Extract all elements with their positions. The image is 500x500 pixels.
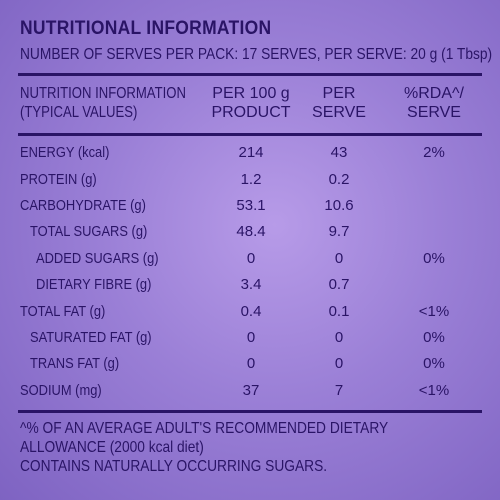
header-per-serve-line2: SERVE [312,104,366,121]
nutrient-name: ENERGY (kcal) [20,144,110,161]
per-serve-value: 43 [330,144,348,161]
divider [18,410,482,413]
per-100g-value: 53.1 [236,197,266,214]
nutrition-label: NUTRITIONAL INFORMATION NUMBER OF SERVES… [14,10,492,494]
nutrient-name: TRANS FAT (g) [30,355,120,372]
per-serve-value: 0 [334,329,344,346]
table-row: DIETARY FIBRE (g) 3.4 0.7 [14,276,488,300]
per-100g-value: 0.4 [240,303,262,320]
nutrient-name: SATURATED FAT (g) [30,329,152,346]
header-nutrient-line2: (TYPICAL VALUES) [20,104,138,121]
table-row: TOTAL FAT (g) 0.4 0.1 <1% [14,303,488,327]
per-100g-value: 1.2 [240,171,262,188]
header-rda: %RDA^/ SERVE [394,84,474,122]
header-per-100g-line2: PRODUCT [211,104,291,121]
per-100g-value: 214 [238,144,264,161]
rda-value: <1% [418,382,450,399]
rda-value: 0% [423,329,445,346]
per-serve-value: 0.2 [328,171,350,188]
nutrient-name: TOTAL FAT (g) [20,303,106,320]
header-nutrient: NUTRITION INFORMATION (TYPICAL VALUES) [20,84,186,122]
per-serve-value: 0 [334,355,344,372]
per-serve-value: 10.6 [324,197,354,214]
serves-per-pack: NUMBER OF SERVES PER PACK: 17 SERVES, PE… [20,46,493,63]
divider [18,73,482,76]
per-100g-value: 0 [246,355,256,372]
header-per-100g-line1: PER 100 g [212,85,290,102]
nutrient-name: DIETARY FIBRE (g) [36,276,152,293]
nutrient-name: CARBOHYDRATE (g) [20,197,146,214]
nutrient-name: SODIUM (mg) [20,382,102,399]
per-serve-value: 9.7 [328,223,350,240]
label-title: NUTRITIONAL INFORMATION [20,18,272,39]
header-per-serve: PER SERVE [304,84,374,122]
table-row: SATURATED FAT (g) 0 0 0% [14,329,488,353]
nutrient-name: ADDED SUGARS (g) [36,250,159,267]
table-row: SODIUM (mg) 37 7 <1% [14,382,488,406]
per-serve-value: 0.7 [328,276,350,293]
per-100g-value: 0 [246,250,256,267]
rda-value: 0% [423,355,445,372]
per-100g-value: 3.4 [240,276,262,293]
header-per-100g: PER 100 g PRODUCT [207,84,295,122]
per-100g-value: 37 [242,382,260,399]
table-row: TOTAL SUGARS (g) 48.4 9.7 [14,223,488,247]
per-serve-value: 0 [334,250,344,267]
table-row: ENERGY (kcal) 214 43 2% [14,144,488,168]
footnote-rda: ^% OF AN AVERAGE ADULT'S RECOMMENDED DIE… [20,420,389,437]
per-100g-value: 48.4 [236,223,266,240]
table-row: ADDED SUGARS (g) 0 0 0% [14,250,488,274]
header-nutrient-line1: NUTRITION INFORMATION [20,85,186,102]
header-rda-line1: %RDA^/ [404,85,464,102]
footnote-sugars: CONTAINS NATURALLY OCCURRING SUGARS. [20,458,328,475]
per-serve-value: 7 [334,382,344,399]
divider [18,133,482,136]
per-serve-value: 0.1 [328,303,350,320]
header-rda-line2: SERVE [407,104,461,121]
rda-value: <1% [418,303,450,320]
header-per-serve-line1: PER [322,85,356,102]
rda-value: 0% [423,250,445,267]
table-row: PROTEIN (g) 1.2 0.2 [14,171,488,195]
table-row: CARBOHYDRATE (g) 53.1 10.6 [14,197,488,221]
nutrient-name: TOTAL SUGARS (g) [30,223,148,240]
per-100g-value: 0 [246,329,256,346]
table-row: TRANS FAT (g) 0 0 0% [14,355,488,379]
nutrient-name: PROTEIN (g) [20,171,97,188]
footnote-allowance: ALLOWANCE (2000 kcal diet) [20,439,204,456]
rda-value: 2% [423,144,445,161]
